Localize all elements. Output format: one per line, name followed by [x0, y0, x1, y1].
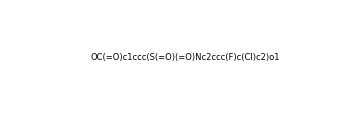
Text: OC(=O)c1ccc(S(=O)(=O)Nc2ccc(F)c(Cl)c2)o1: OC(=O)c1ccc(S(=O)(=O)Nc2ccc(F)c(Cl)c2)o1: [91, 53, 280, 61]
